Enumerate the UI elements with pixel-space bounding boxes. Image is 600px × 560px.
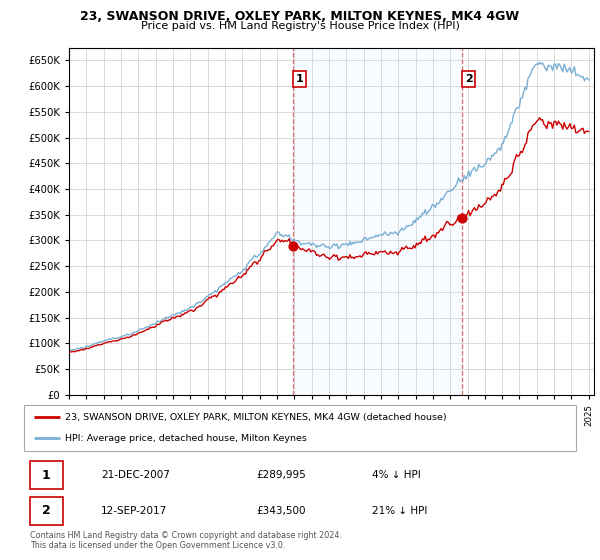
FancyBboxPatch shape [24, 405, 576, 451]
Text: 2: 2 [42, 505, 50, 517]
Text: 23, SWANSON DRIVE, OXLEY PARK, MILTON KEYNES, MK4 4GW (detached house): 23, SWANSON DRIVE, OXLEY PARK, MILTON KE… [65, 413, 447, 422]
Text: £289,995: £289,995 [256, 470, 305, 480]
Bar [293, 48, 463, 395]
Text: 1: 1 [42, 469, 50, 482]
Text: £343,500: £343,500 [256, 506, 305, 516]
Text: 2: 2 [465, 74, 473, 84]
Point [458, 213, 467, 222]
Point [288, 241, 298, 250]
Text: 21% ↓ HPI: 21% ↓ HPI [372, 506, 427, 516]
Text: Price paid vs. HM Land Registry's House Price Index (HPI): Price paid vs. HM Land Registry's House … [140, 21, 460, 31]
FancyBboxPatch shape [29, 497, 62, 525]
Text: 23, SWANSON DRIVE, OXLEY PARK, MILTON KEYNES, MK4 4GW: 23, SWANSON DRIVE, OXLEY PARK, MILTON KE… [80, 10, 520, 22]
Text: HPI: Average price, detached house, Milton Keynes: HPI: Average price, detached house, Milt… [65, 434, 307, 443]
Text: Contains HM Land Registry data © Crown copyright and database right 2024.
This d: Contains HM Land Registry data © Crown c… [30, 531, 342, 550]
Text: 1: 1 [295, 74, 303, 84]
FancyBboxPatch shape [29, 461, 62, 489]
Text: 21-DEC-2007: 21-DEC-2007 [101, 470, 170, 480]
Text: 12-SEP-2017: 12-SEP-2017 [101, 506, 167, 516]
Text: 4% ↓ HPI: 4% ↓ HPI [372, 470, 421, 480]
